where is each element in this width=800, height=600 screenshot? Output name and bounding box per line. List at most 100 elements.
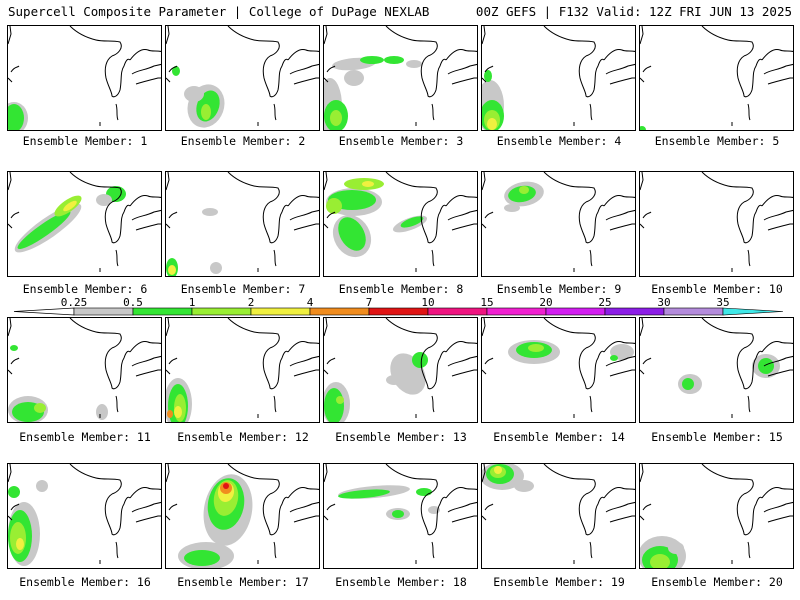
coastline	[293, 77, 319, 85]
coastline	[578, 55, 605, 98]
coastline	[262, 201, 289, 244]
coastline	[166, 172, 170, 191]
scp-contour-lime	[519, 186, 529, 194]
coastline	[227, 464, 280, 495]
coastline	[543, 172, 596, 203]
coastline	[640, 515, 645, 521]
scp-contour-light	[406, 60, 422, 68]
coastline	[115, 103, 119, 121]
coastline	[642, 357, 652, 365]
coastline	[640, 77, 645, 83]
coastline	[131, 63, 161, 75]
coastline	[445, 487, 477, 499]
coastline	[431, 103, 435, 121]
coastline	[69, 318, 122, 349]
coastline	[168, 357, 178, 365]
coastline	[168, 65, 178, 73]
scp-contour-green	[384, 56, 404, 64]
coastline	[324, 464, 328, 483]
map-18	[324, 464, 477, 564]
ensemble-panel-12	[165, 317, 320, 423]
coastline	[385, 464, 438, 495]
coastline	[129, 49, 161, 61]
coastline	[767, 369, 793, 377]
member-caption-15: Ensemble Member: 15	[651, 430, 783, 444]
coastline	[747, 249, 751, 267]
coastline	[447, 209, 477, 221]
scp-contour-green	[184, 550, 220, 566]
ensemble-panel-1	[7, 25, 162, 131]
member-caption-13: Ensemble Member: 13	[335, 430, 467, 444]
colorbar-segment	[73, 307, 134, 316]
coastline	[385, 172, 438, 203]
coastline	[115, 541, 119, 559]
ensemble-panel-16	[7, 463, 162, 569]
member-caption-17: Ensemble Member: 17	[177, 575, 309, 589]
coastline	[642, 503, 652, 511]
coastline	[484, 65, 494, 73]
coastline	[385, 26, 438, 57]
ensemble-panel-9	[481, 171, 636, 277]
coastline	[484, 503, 494, 511]
coastline	[431, 395, 435, 413]
coastline	[701, 26, 754, 57]
coastline	[287, 341, 319, 353]
scp-contour-green	[172, 66, 180, 76]
scp-contour-yellow	[174, 406, 182, 418]
scp-contour-green	[610, 355, 618, 361]
scp-contour-light	[668, 542, 684, 554]
coastline	[451, 77, 477, 85]
coastline	[324, 26, 328, 45]
coastline	[69, 26, 122, 57]
coastline	[431, 249, 435, 267]
coastline	[420, 55, 447, 98]
map-11	[8, 318, 161, 422]
member-caption-8: Ensemble Member: 8	[338, 282, 464, 296]
coastline	[451, 369, 477, 377]
coastline	[482, 318, 486, 337]
coastline	[289, 209, 319, 221]
member-caption-6: Ensemble Member: 6	[22, 282, 148, 296]
coastline	[8, 172, 12, 191]
coastline	[589, 541, 593, 559]
colorbar-tick-label: 7	[366, 296, 373, 309]
coastline	[578, 347, 605, 390]
coastline	[605, 355, 635, 367]
coastline	[482, 77, 487, 83]
coastline	[166, 369, 171, 375]
scp-contour-lime	[330, 110, 342, 126]
coastline	[8, 464, 12, 483]
member-caption-16: Ensemble Member: 16	[19, 575, 151, 589]
scp-contour-yellow	[63, 200, 77, 212]
colorbar-segment	[486, 307, 547, 316]
ensemble-panel-11	[7, 317, 162, 423]
coastline	[603, 195, 635, 207]
coastline	[642, 211, 652, 219]
member-caption-3: Ensemble Member: 3	[338, 134, 464, 148]
member-caption-2: Ensemble Member: 2	[180, 134, 306, 148]
coastline	[166, 318, 170, 337]
ensemble-panel-5	[639, 25, 794, 131]
coastline	[447, 501, 477, 513]
coastline	[420, 493, 447, 536]
colorbar-segment	[250, 307, 311, 316]
member-caption-20: Ensemble Member: 20	[651, 575, 783, 589]
colorbar-tick-label: 4	[307, 296, 314, 309]
scp-contour-lime	[201, 104, 211, 120]
scp-contour-green	[484, 70, 492, 82]
coastline	[262, 347, 289, 390]
coastline	[482, 26, 486, 45]
coastline	[747, 395, 751, 413]
member-caption-19: Ensemble Member: 19	[493, 575, 625, 589]
member-caption-1: Ensemble Member: 1	[22, 134, 148, 148]
coastline	[135, 77, 161, 85]
colorbar-tick-label: 35	[716, 296, 729, 309]
scp-contour-green	[416, 488, 432, 496]
colorbar-tick-label: 10	[421, 296, 434, 309]
coastline	[447, 63, 477, 75]
scp-contour-yellow	[362, 181, 374, 187]
coastline	[420, 201, 447, 244]
scp-contour-green	[392, 510, 404, 518]
coastline	[763, 501, 793, 513]
coastline	[589, 103, 593, 121]
